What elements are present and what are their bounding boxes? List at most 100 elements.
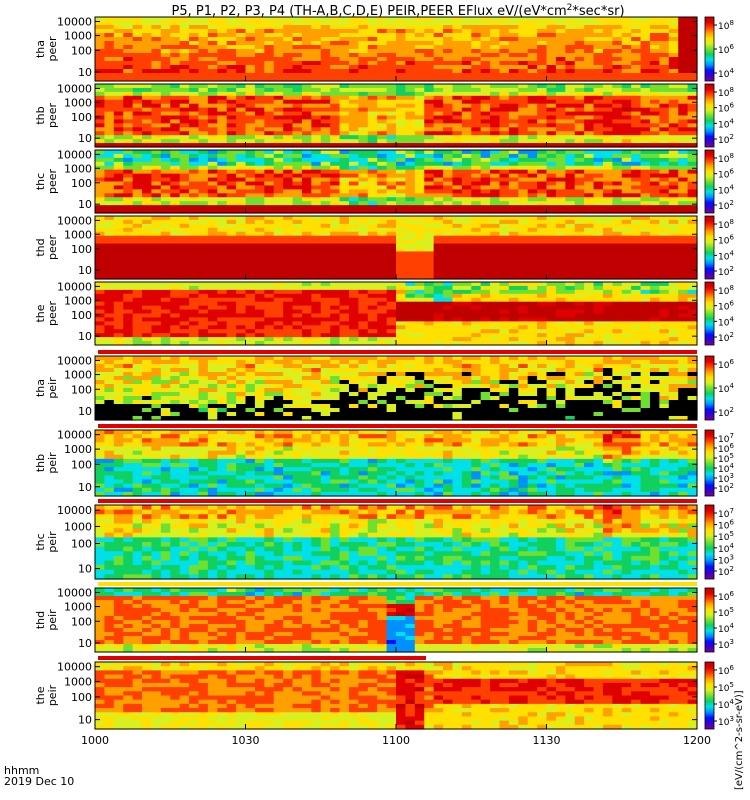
heatmap-cell <box>320 135 331 140</box>
heatmap-cell <box>602 131 613 136</box>
heatmap-cell <box>631 209 642 214</box>
heatmap-cell <box>546 305 557 311</box>
heatmap-cell <box>273 271 284 276</box>
heatmap-cell <box>565 139 576 144</box>
heatmap-cell <box>95 87 106 93</box>
heatmap-cell <box>189 99 200 105</box>
heatmap-cell <box>405 197 416 202</box>
heatmap-cell <box>207 37 218 42</box>
heatmap-cell <box>612 41 623 46</box>
heatmap-cell <box>95 53 106 58</box>
heatmap-cell <box>160 21 171 26</box>
heatmap-cell <box>480 247 491 253</box>
heatmap-cell <box>471 251 482 256</box>
heatmap-cell <box>499 231 510 237</box>
heatmap-cell <box>358 282 369 287</box>
heatmap-cell <box>348 29 359 34</box>
heatmap-cell <box>283 69 294 74</box>
heatmap-cell <box>179 21 190 26</box>
heatmap-cell <box>311 227 322 233</box>
heatmap-cell <box>283 263 294 268</box>
heatmap-cell <box>179 329 190 334</box>
heatmap-cell <box>348 53 359 58</box>
heatmap-cell <box>490 17 501 22</box>
heatmap-cell <box>330 95 341 101</box>
heatmap-cell <box>311 282 322 287</box>
heatmap-cell <box>461 127 472 132</box>
heatmap-cell <box>348 181 359 187</box>
heatmap-cell <box>292 297 303 303</box>
heatmap-cell <box>424 231 435 237</box>
heatmap-cell <box>236 115 247 121</box>
heatmap-cell <box>245 325 256 330</box>
heatmap-cell <box>283 41 294 46</box>
heatmap-cell <box>565 247 576 253</box>
heatmap-cell <box>226 57 237 62</box>
heatmap-cell <box>508 197 519 202</box>
heatmap-cell <box>565 309 576 315</box>
heatmap-cell <box>414 239 425 245</box>
heatmap-cell <box>602 41 613 46</box>
heatmap-cell <box>386 57 397 62</box>
heatmap-cell <box>170 135 181 140</box>
heatmap-cell <box>518 185 529 190</box>
heatmap-cell <box>490 259 501 264</box>
heatmap-cell <box>461 201 472 206</box>
heatmap-cell <box>490 216 501 221</box>
heatmap-cell <box>574 65 585 70</box>
heatmap-cell <box>254 313 265 319</box>
heatmap-cell <box>198 123 209 128</box>
heatmap-cell <box>659 197 670 202</box>
heatmap-cell <box>424 181 435 187</box>
heatmap-cell <box>264 139 275 144</box>
heatmap-cell <box>236 329 247 334</box>
panel-label-probe: thb <box>34 106 47 124</box>
heatmap-cell <box>433 271 444 276</box>
heatmap-cell <box>245 161 256 167</box>
heatmap-cell <box>659 41 670 46</box>
heatmap-cell <box>659 111 670 117</box>
heatmap-cell <box>132 321 143 326</box>
heatmap-cell <box>537 285 548 291</box>
heatmap-cell <box>217 53 228 58</box>
heatmap-cell <box>292 33 303 38</box>
heatmap-cell <box>95 41 106 46</box>
heatmap-cell <box>499 223 510 229</box>
heatmap-cell <box>687 282 698 287</box>
heatmap-cell <box>659 91 670 97</box>
heatmap-cell <box>292 25 303 30</box>
heatmap-cell <box>593 289 604 295</box>
heatmap-cell <box>687 157 698 163</box>
heatmap-cell <box>95 65 106 70</box>
heatmap-cell <box>113 25 124 30</box>
heatmap-cell <box>123 247 134 253</box>
heatmap-cell <box>236 37 247 42</box>
heatmap-cell <box>574 243 585 249</box>
heatmap-cell <box>339 325 350 330</box>
heatmap-cell <box>452 111 463 117</box>
heatmap-cell <box>386 219 397 225</box>
heatmap-cell <box>320 69 331 74</box>
heatmap-cell <box>574 227 585 233</box>
heatmap-cell <box>424 153 435 159</box>
heatmap-cell <box>396 219 407 225</box>
heatmap-cell <box>508 181 519 187</box>
heatmap-cell <box>555 161 566 167</box>
heatmap-cell <box>508 223 519 229</box>
heatmap-cell <box>283 325 294 330</box>
heatmap-cell <box>471 259 482 264</box>
heatmap-cell <box>612 177 623 183</box>
heatmap-cell <box>367 135 378 140</box>
heatmap-cell <box>405 227 416 233</box>
heatmap-cell <box>386 153 397 159</box>
heatmap-cell <box>499 325 510 330</box>
heatmap-cell <box>405 84 416 89</box>
heatmap-cell <box>207 127 218 132</box>
heatmap-cell <box>433 103 444 109</box>
heatmap-cell <box>537 131 548 136</box>
heatmap-cell <box>132 305 143 311</box>
heatmap-cell <box>123 41 134 46</box>
heatmap-cell <box>160 169 171 175</box>
heatmap-cell <box>160 201 171 206</box>
heatmap-cell <box>424 216 435 221</box>
